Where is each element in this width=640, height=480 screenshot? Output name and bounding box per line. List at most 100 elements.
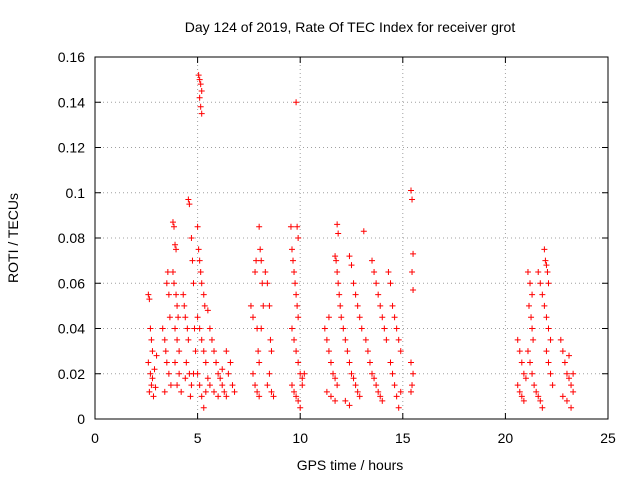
data-point xyxy=(385,268,392,275)
data-point xyxy=(171,280,178,287)
data-point xyxy=(527,280,534,287)
data-point xyxy=(389,302,396,309)
data-point xyxy=(202,359,209,366)
data-point xyxy=(563,397,570,404)
data-point xyxy=(267,336,274,343)
data-point xyxy=(148,336,155,343)
data-point xyxy=(188,235,195,241)
data-point xyxy=(327,359,334,366)
data-point xyxy=(323,336,330,343)
data-point xyxy=(219,366,226,373)
data-point xyxy=(391,382,398,389)
data-point xyxy=(174,382,181,389)
data-point xyxy=(211,348,218,355)
data-point xyxy=(393,325,400,332)
data-point xyxy=(219,382,226,389)
data-point xyxy=(330,370,337,377)
data-point xyxy=(196,382,203,389)
data-point xyxy=(325,314,332,321)
y-tick-label: 0.16 xyxy=(58,49,85,65)
data-point xyxy=(360,228,367,235)
data-point xyxy=(358,325,365,332)
data-point xyxy=(334,382,341,389)
y-tick-label: 0.08 xyxy=(58,230,85,246)
data-point xyxy=(165,291,172,298)
data-point xyxy=(533,388,540,395)
data-point xyxy=(409,382,416,389)
data-point xyxy=(182,314,189,321)
data-point xyxy=(520,370,527,377)
data-point xyxy=(369,257,376,264)
data-point xyxy=(288,382,295,389)
data-point xyxy=(295,397,302,404)
data-point xyxy=(346,402,353,409)
data-point xyxy=(543,262,550,269)
data-point xyxy=(231,388,238,395)
data-point xyxy=(379,397,386,404)
data-point xyxy=(197,268,204,275)
data-point xyxy=(408,359,415,366)
data-point xyxy=(301,370,308,377)
data-point xyxy=(229,382,236,389)
data-point xyxy=(183,359,190,366)
data-point xyxy=(147,370,154,377)
data-point xyxy=(539,291,546,298)
data-point xyxy=(147,325,154,332)
data-point xyxy=(250,314,257,321)
data-point xyxy=(292,280,299,287)
data-point xyxy=(178,388,185,395)
data-point xyxy=(529,291,536,298)
data-point xyxy=(381,325,388,332)
data-point xyxy=(161,336,168,343)
data-point xyxy=(518,393,525,400)
data-point xyxy=(535,393,542,400)
data-point xyxy=(544,268,551,275)
data-point xyxy=(366,359,373,366)
grid-lines xyxy=(95,57,608,419)
data-point xyxy=(192,348,199,355)
data-point xyxy=(198,280,205,287)
data-point xyxy=(206,325,213,332)
data-point xyxy=(266,302,273,309)
plot-frame xyxy=(94,56,609,420)
data-point xyxy=(215,370,222,377)
data-point xyxy=(291,388,298,395)
data-point xyxy=(270,393,277,400)
y-axis-label: ROTI / TECUs xyxy=(5,193,21,283)
data-point xyxy=(373,280,380,287)
data-point xyxy=(545,359,552,366)
data-point xyxy=(410,287,417,294)
data-point xyxy=(145,359,152,366)
data-point xyxy=(146,388,153,395)
data-point xyxy=(395,336,402,343)
data-point xyxy=(213,359,220,366)
data-point xyxy=(288,325,295,332)
data-point xyxy=(204,375,211,382)
data-point xyxy=(375,291,382,298)
data-point xyxy=(151,366,158,373)
data-point xyxy=(293,99,300,106)
data-point xyxy=(163,280,170,287)
data-point xyxy=(290,257,297,264)
data-point xyxy=(176,370,183,377)
data-point xyxy=(338,314,345,321)
data-point xyxy=(221,388,228,395)
data-point xyxy=(176,348,183,355)
data-point xyxy=(162,348,169,355)
data-point xyxy=(387,280,394,287)
data-point xyxy=(198,336,205,343)
y-tick-label: 0 xyxy=(77,411,85,427)
data-point xyxy=(514,336,521,343)
data-point xyxy=(148,382,155,389)
data-point xyxy=(337,302,344,309)
data-point xyxy=(350,375,357,382)
data-point xyxy=(520,397,527,404)
data-point xyxy=(340,325,347,332)
data-point xyxy=(346,359,353,366)
data-point xyxy=(166,314,173,321)
data-point xyxy=(566,375,573,382)
data-point xyxy=(335,230,342,237)
data-point xyxy=(389,370,396,377)
x-axis-label: GPS time / hours xyxy=(297,457,404,473)
